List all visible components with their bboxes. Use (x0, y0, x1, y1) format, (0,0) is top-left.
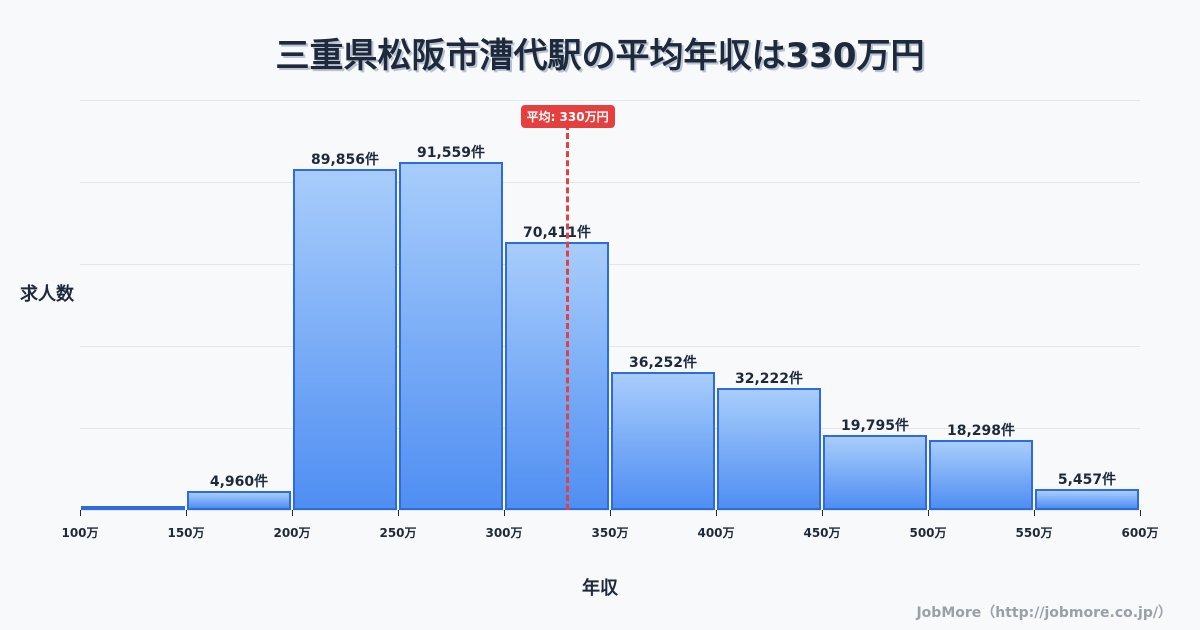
average-badge: 平均: 330万円 (520, 105, 615, 128)
histogram-bar (1035, 489, 1139, 510)
gridline (80, 346, 1140, 347)
histogram-bar (81, 506, 185, 510)
x-tick-label: 200万 (273, 526, 311, 540)
bar-value-label: 36,252件 (628, 355, 698, 372)
gridline (80, 428, 1140, 429)
x-tick-label: 500万 (909, 526, 947, 540)
x-tick-label: 150万 (167, 526, 205, 540)
bar-value-label: 70,411件 (522, 225, 592, 242)
histogram-bar (399, 162, 503, 510)
histogram-bar (717, 387, 821, 510)
y-axis-label: 求人数 (20, 284, 74, 305)
x-tick (716, 510, 717, 516)
bar-value-label: 5,457件 (1057, 472, 1117, 489)
x-tick-label: 450万 (803, 526, 841, 540)
x-tick-label: 600万 (1121, 526, 1159, 540)
x-tick (928, 510, 929, 516)
credit-text: JobMore（http://jobmore.co.jp/） (916, 605, 1172, 621)
x-tick-label: 300万 (485, 526, 523, 540)
gridline (80, 100, 1140, 101)
bar-value-label: 18,298件 (946, 423, 1016, 440)
x-tick-label: 350万 (591, 526, 629, 540)
x-tick (1034, 510, 1035, 516)
plot-area: 4,960件 89,856件 91,559件 70,411件 36,252件 32,222… (80, 100, 1140, 511)
bar-value-label: 32,222件 (734, 370, 804, 387)
x-tick-label: 250万 (379, 526, 417, 540)
x-tick (186, 510, 187, 516)
gridline (80, 264, 1140, 265)
bar-value-label: 89,856件 (310, 151, 380, 168)
x-tick-label: 100万 (61, 526, 99, 540)
histogram-bar (611, 372, 715, 510)
x-tick (822, 510, 823, 516)
x-tick-label: 550万 (1015, 526, 1053, 540)
histogram-bar (823, 434, 927, 510)
chart-title: 三重県松阪市漕代駅の平均年収は330万円 (275, 36, 925, 76)
bar-value-label: 91,559件 (416, 145, 486, 162)
histogram-bar (929, 440, 1033, 510)
bar-value-label: 19,795件 (840, 417, 910, 434)
x-tick (292, 510, 293, 516)
average-line (566, 124, 570, 510)
x-tick (1140, 510, 1141, 516)
x-tick-label: 400万 (697, 526, 735, 540)
histogram-bar (187, 491, 291, 510)
x-tick (610, 510, 611, 516)
x-axis-label: 年収 (582, 578, 618, 599)
x-tick (398, 510, 399, 516)
histogram-bar (293, 168, 397, 510)
gridline (80, 182, 1140, 183)
x-tick (504, 510, 505, 516)
x-tick (80, 510, 81, 516)
bar-value-label: 4,960件 (209, 474, 269, 491)
histogram-bar (505, 242, 609, 510)
